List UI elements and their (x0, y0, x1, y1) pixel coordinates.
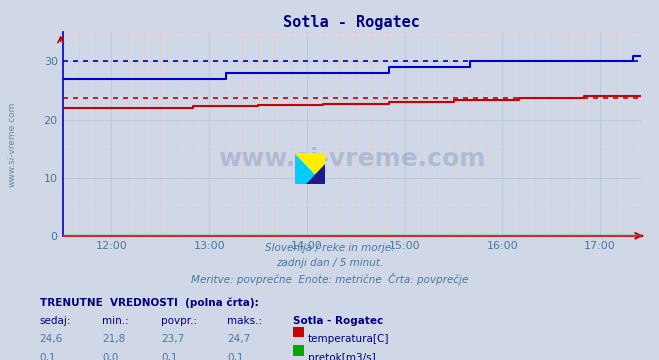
Text: zadnji dan / 5 minut.: zadnji dan / 5 minut. (276, 258, 383, 268)
Text: pretok[m3/s]: pretok[m3/s] (308, 353, 376, 360)
Text: temperatura[C]: temperatura[C] (308, 334, 389, 345)
Text: TRENUTNE  VREDNOSTI  (polna črta):: TRENUTNE VREDNOSTI (polna črta): (40, 297, 258, 307)
Text: Slovenija / reke in morje.: Slovenija / reke in morje. (265, 243, 394, 253)
Text: 0,0: 0,0 (102, 353, 119, 360)
Text: 23,7: 23,7 (161, 334, 185, 345)
Text: 24,6: 24,6 (40, 334, 63, 345)
Text: maks.:: maks.: (227, 316, 262, 326)
Text: povpr.:: povpr.: (161, 316, 198, 326)
Text: www.si-vreme.com: www.si-vreme.com (8, 101, 17, 187)
Text: 0,1: 0,1 (40, 353, 56, 360)
Title: Sotla - Rogatec: Sotla - Rogatec (283, 15, 420, 30)
Text: 21,8: 21,8 (102, 334, 125, 345)
Text: www.si-vreme.com: www.si-vreme.com (218, 147, 486, 171)
Text: Meritve: povprečne  Enote: metrične  Črta: povprečje: Meritve: povprečne Enote: metrične Črta:… (191, 273, 468, 285)
Text: 0,1: 0,1 (227, 353, 244, 360)
Text: sedaj:: sedaj: (40, 316, 71, 326)
Text: 0,1: 0,1 (161, 353, 178, 360)
Polygon shape (306, 164, 325, 184)
Text: 24,7: 24,7 (227, 334, 250, 345)
Text: min.:: min.: (102, 316, 129, 326)
Polygon shape (295, 153, 325, 184)
Polygon shape (295, 153, 325, 184)
Text: Sotla - Rogatec: Sotla - Rogatec (293, 316, 384, 326)
